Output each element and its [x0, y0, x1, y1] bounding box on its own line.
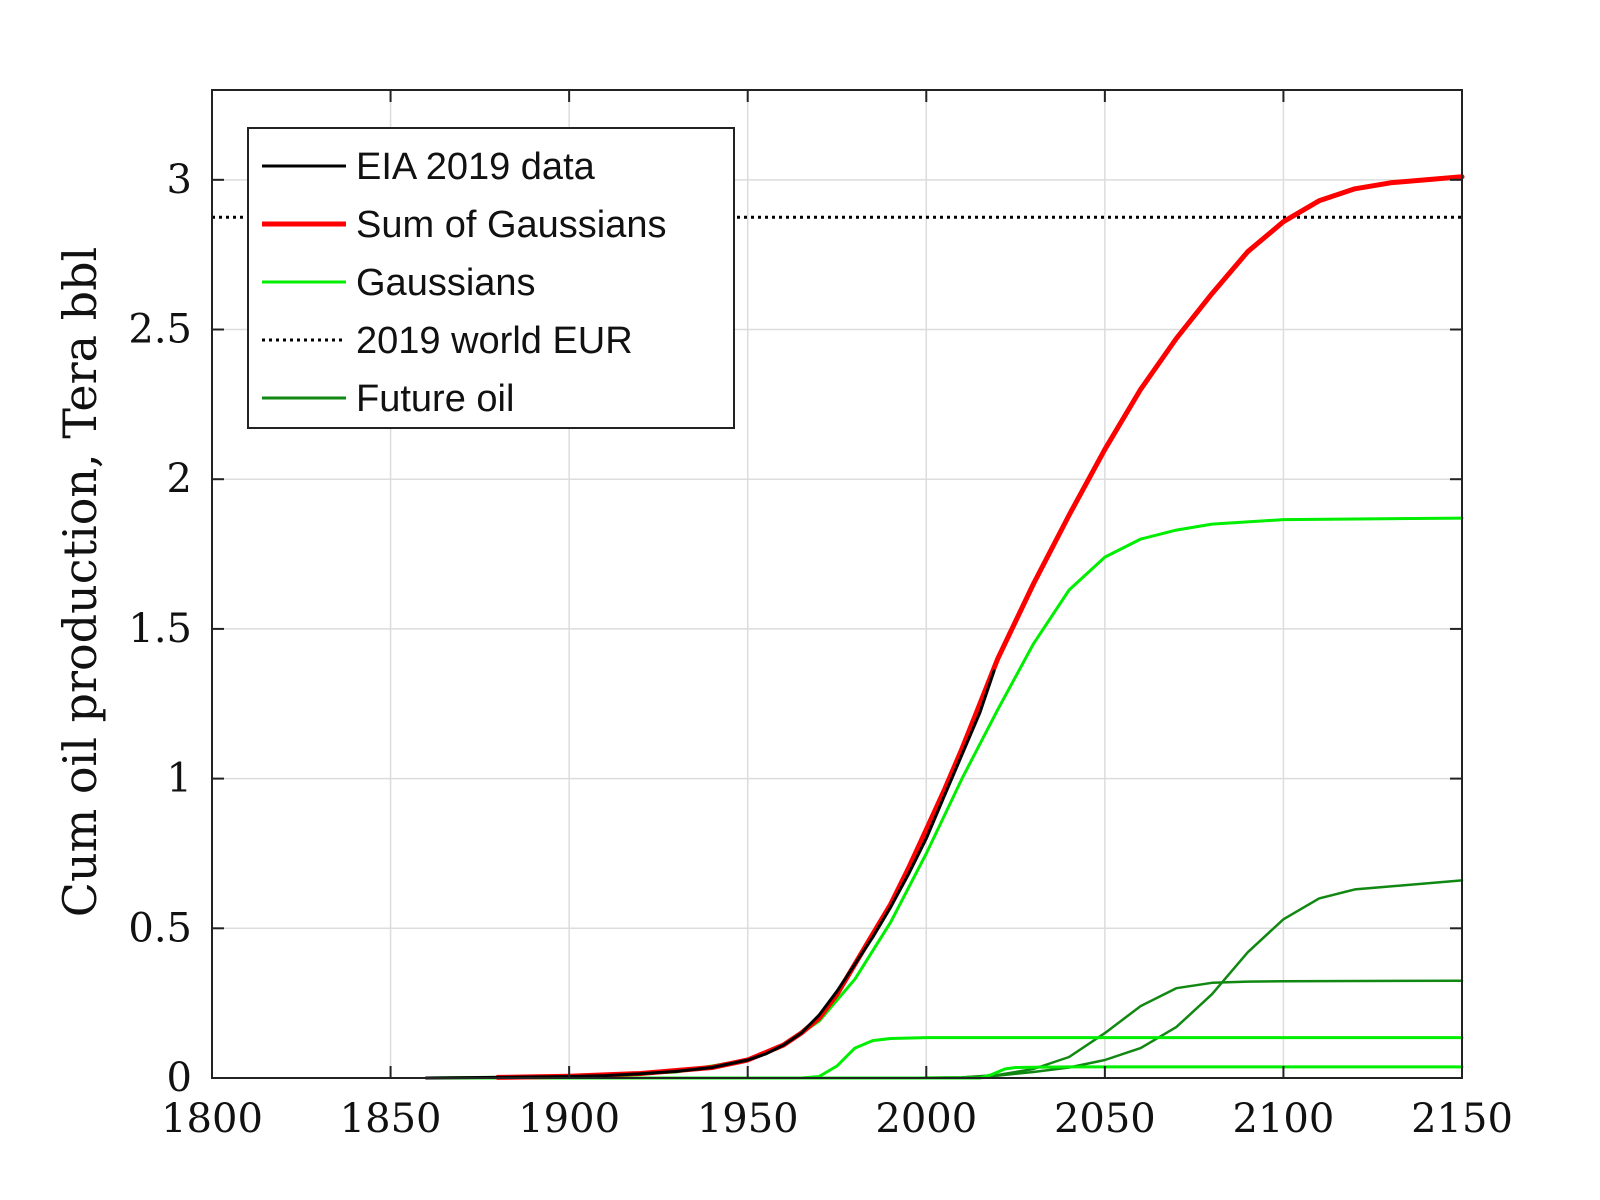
y-tick-label: 0.5: [128, 905, 192, 951]
axes-frame: [211, 89, 1463, 1079]
x-tick-label: 2000: [875, 1096, 977, 1142]
x-tick-label: 1900: [518, 1096, 620, 1142]
y-tick-label: 2: [167, 456, 192, 502]
y-tick-label: 1.5: [128, 606, 192, 652]
y-tick-label: 2.5: [128, 307, 192, 353]
x-tick-label: 2100: [1233, 1096, 1335, 1142]
legend-label-eia: EIA 2019 data: [356, 146, 596, 188]
y-tick-label: 1: [167, 756, 192, 802]
legend-label-sum: Sum of Gaussians: [356, 204, 666, 246]
x-tick-label: 1850: [340, 1096, 442, 1142]
legend-box: [247, 127, 735, 429]
x-tick-label: 2150: [1411, 1096, 1513, 1142]
axes: 1800 1850 1900 1950 2000 2050 2100 2150 0 0.5 1 1.5…: [128, 89, 1513, 1142]
legend-label-gaussian: Gaussians: [356, 262, 536, 304]
x-tick-label: 1950: [697, 1096, 799, 1142]
x-tick-label: 1800: [161, 1096, 263, 1142]
y-tick-label: 0: [167, 1055, 192, 1101]
y-axis-label: Cum oil production, Tera bbl: [53, 247, 107, 918]
y-tick-label: 3: [167, 157, 192, 203]
eia-series-line: [424, 669, 996, 1080]
legend-label-future: Future oil: [356, 378, 514, 420]
legend: EIA 2019 data Sum of Gaussians Gaussians 20…: [247, 127, 735, 429]
x-tick-label: 2050: [1054, 1096, 1156, 1142]
legend-label-eur: 2019 world EUR: [356, 320, 633, 362]
